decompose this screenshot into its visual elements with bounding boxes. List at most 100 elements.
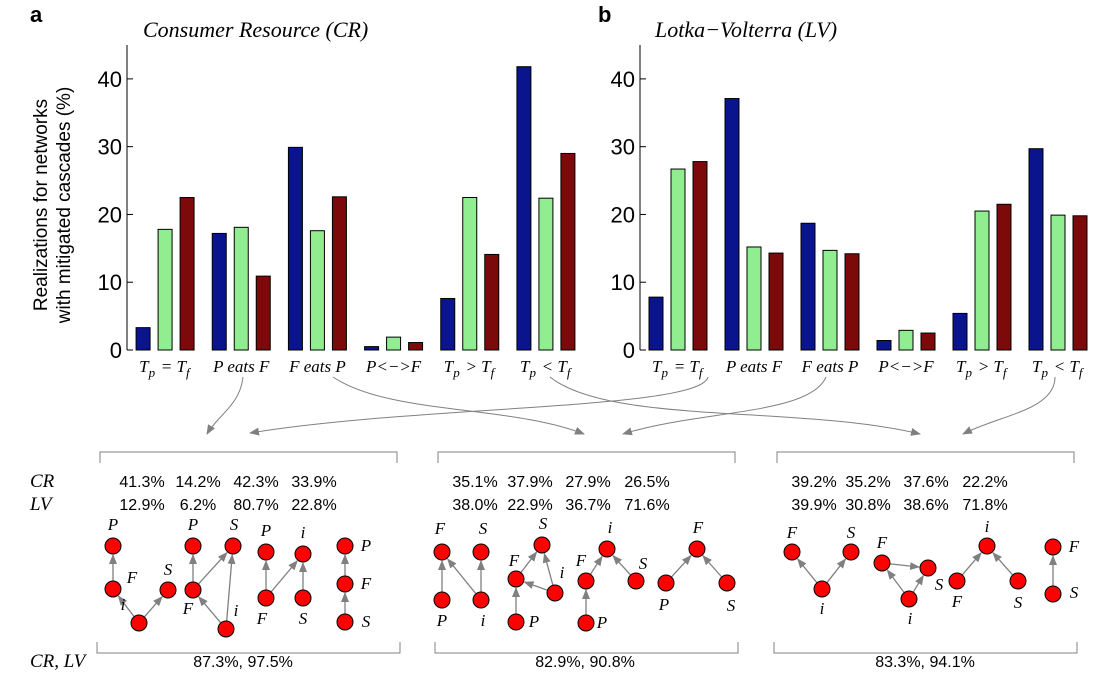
row-label: CR [30,471,55,492]
node-label: S [1070,583,1079,602]
cr-percentage: 39.2% [791,474,836,491]
bar [1050,214,1066,351]
lv-percentage: 38.0% [452,497,497,514]
network-edge [520,551,538,574]
network-edge [961,552,982,576]
cr-percentage: 27.9% [565,474,610,491]
node-label: F [182,599,194,618]
network-node [627,572,645,590]
network-edge [226,553,236,622]
bar [844,253,860,351]
cr-percentage: 37.9% [507,474,552,491]
y-axis-label-line1: Realizations for networks [31,99,52,311]
node-label: i [121,595,126,614]
category-label: P eats F [725,357,783,376]
bar [822,249,838,351]
network-node [948,572,966,590]
y-tick-label: 0 [110,338,122,363]
node-label: P [528,612,539,631]
network-edge [523,581,548,591]
node-label: S [639,554,648,573]
node-label: S [230,515,239,534]
network-edge [143,596,163,618]
network-node [336,613,354,631]
lv-percentage: 71.8% [962,497,1007,514]
node-label: S [362,612,371,631]
bar [648,296,664,351]
network-node [783,543,801,561]
cr-percentage: 26.5% [624,474,669,491]
bar [538,197,554,351]
node-label: P [436,611,447,630]
bar [516,66,532,351]
y-tick-label: 20 [611,202,635,227]
bar [331,196,347,351]
lv-percentage: 80.7% [233,497,278,514]
group-bracket-bottom [773,642,1078,654]
node-label: P [107,515,118,534]
row-label: CR, LV [30,651,88,672]
node-label: S [479,519,488,538]
cr-percentage: 42.3% [233,474,278,491]
connector-arrow [549,376,921,436]
bar [670,168,686,351]
y-tick-label: 30 [611,135,635,160]
network-node [184,581,202,599]
network-node [507,570,525,588]
connector-arrow [332,376,585,435]
bar [974,210,990,351]
bar [952,312,968,351]
bar [287,146,303,351]
bar [996,203,1012,351]
network-node [433,591,451,609]
network-edge [702,554,723,578]
category-label: Tp < Tf [520,357,573,380]
cr-percentage: 22.2% [962,474,1007,491]
y-tick-label: 10 [611,270,635,295]
category-label: P eats F [212,357,270,376]
network-edge [797,558,818,584]
node-label: F [1068,537,1080,556]
bar [1028,148,1044,351]
bar [364,346,380,351]
lv-percentage: 12.9% [119,497,164,514]
cr-percentage: 37.6% [903,474,948,491]
connector-arrows [206,376,1056,436]
network-edge [912,574,924,593]
network-node [718,574,736,592]
cr-percentage: 33.9% [291,474,336,491]
network-node [577,614,595,632]
network-node [433,543,451,561]
group-bracket-bottom [434,642,739,654]
network-edge [889,562,921,571]
network-edge [670,554,692,578]
lv-percentage: 22.8% [291,497,336,514]
bar [484,253,500,351]
network-node [104,537,122,555]
bar [462,197,478,351]
network-node [336,537,354,555]
bar [920,332,936,351]
node-label: S [1014,593,1023,612]
group-total-percentage: 87.3%, 97.5% [193,654,293,671]
bar [560,152,576,351]
node-label: S [847,523,856,542]
network-edge [826,558,847,584]
category-label: Tp > Tf [444,357,497,380]
node-label: F [508,551,520,570]
category-label: Tp = Tf [652,357,705,380]
panel-a-letter: a [30,2,43,27]
network-node [900,590,918,608]
network-node [217,620,235,638]
node-label: F [575,551,587,570]
network-edge [447,558,477,595]
y-tick-label: 30 [98,135,122,160]
node-label: i [608,518,613,537]
category-label: Tp = Tf [139,357,192,380]
network-node [472,543,490,561]
bar [309,230,325,351]
node-label: S [935,575,944,594]
cr-percentage: 35.1% [452,474,497,491]
network-node [130,614,148,632]
node-label: S [727,596,736,615]
